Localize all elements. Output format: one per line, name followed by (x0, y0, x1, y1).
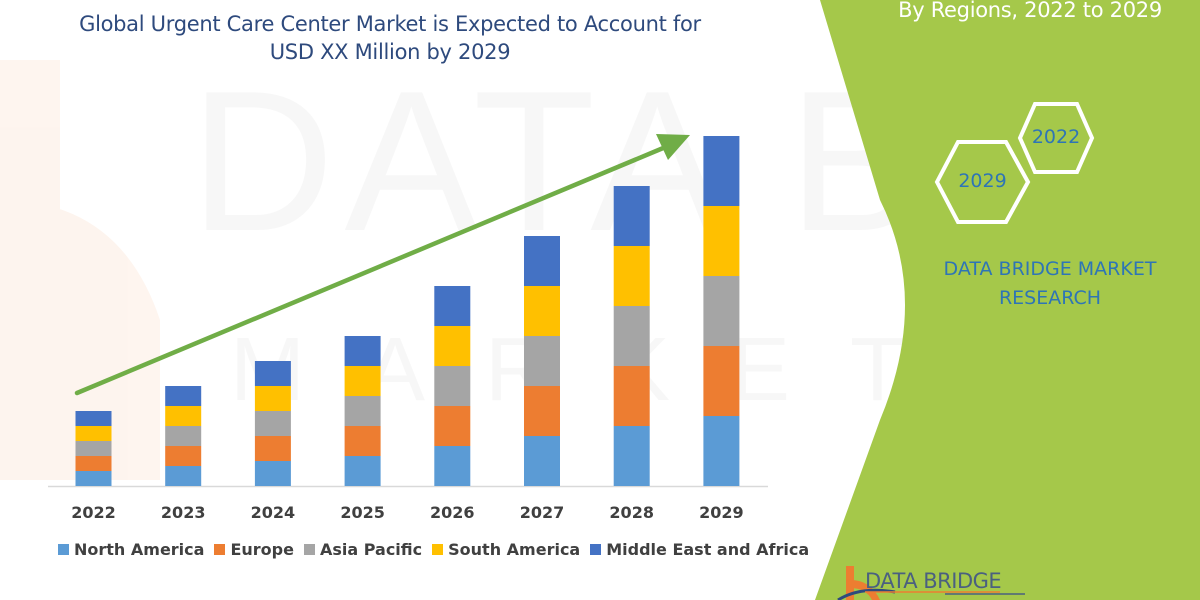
x-axis-label: 2024 (250, 503, 296, 522)
x-axis-label: 2029 (699, 503, 744, 522)
x-axis-label: 2027 (519, 503, 565, 522)
legend-label: Asia Pacific (319, 540, 423, 559)
legend-swatch-icon (590, 544, 602, 555)
bar-segment (434, 366, 471, 406)
bar-segment (703, 416, 740, 486)
trend-arrow-head-icon (656, 134, 690, 160)
bar-segment (165, 426, 202, 446)
bar-segment (344, 366, 381, 396)
bar-segment (75, 441, 112, 456)
legend-item: Asia Pacific (303, 540, 423, 559)
brand-line-1: DATA BRIDGE MARKET (943, 258, 1157, 280)
bar-segment (703, 276, 740, 346)
trend-arrow (74, 134, 690, 396)
bar-segment (524, 436, 560, 486)
bar-segment (75, 411, 112, 426)
logo-text: DATA BRIDGE (865, 569, 1002, 593)
bar-segment (434, 326, 471, 366)
bar-segment (524, 236, 560, 286)
bar-segment (254, 361, 291, 386)
brand-line-2: RESEARCH (998, 287, 1102, 309)
bar-segment (613, 306, 650, 366)
bar-segment (613, 366, 650, 426)
legend-item: South America (432, 540, 580, 559)
legend-item: North America (58, 540, 204, 559)
legend-label: North America (74, 540, 205, 559)
stacked-bar-chart (48, 134, 768, 488)
bars-group (75, 136, 740, 486)
legend-label: Middle East and Africa (606, 540, 810, 559)
hex-badge-2022-label: 2022 (1031, 126, 1081, 148)
x-axis-label: 2023 (160, 503, 206, 522)
chart-title: Global Urgent Care Center Market is Expe… (40, 10, 740, 66)
bar-segment (75, 456, 112, 471)
bar-segment (165, 386, 202, 406)
bar-segment (703, 346, 740, 416)
x-axis-label: 2025 (340, 503, 385, 522)
x-axis-label: 2022 (71, 503, 116, 522)
brand-name: DATA BRIDGE MARKET RESEARCH (920, 255, 1180, 313)
bar-segment (254, 436, 291, 461)
bar-segment (613, 246, 650, 306)
title-line-2: USD XX Million by 2029 (269, 40, 511, 64)
hexagon-2029 (934, 140, 1031, 224)
x-axis-label: 2026 (430, 503, 475, 522)
bar-segment (344, 456, 381, 486)
legend-label: South America (448, 540, 581, 559)
bar-segment (165, 466, 202, 486)
bar-segment (254, 411, 291, 436)
bar-segment (613, 186, 650, 246)
bar-segment (254, 386, 291, 411)
bar-segment (434, 406, 471, 446)
bar-segment (524, 336, 560, 386)
bar-segment (75, 471, 112, 486)
chart-legend: North America Europe Asia Pacific South Ame… (58, 540, 809, 559)
legend-item: Europe (214, 540, 294, 559)
bar-segment (613, 426, 650, 486)
chart-subtitle: By Regions, 2022 to 2029 (898, 0, 1162, 22)
x-axis-label: 2028 (609, 503, 654, 522)
legend-swatch-icon (214, 544, 226, 555)
data-bridge-logo-icon (837, 566, 1025, 600)
bar-segment (344, 336, 381, 366)
bar-segment (165, 446, 202, 466)
bar-segment (344, 426, 381, 456)
bar-segment (75, 426, 112, 441)
legend-label: Europe (230, 540, 294, 559)
bar-segment (434, 286, 471, 326)
bar-segment (524, 286, 560, 336)
bar-segment (165, 406, 202, 426)
bar-segment (254, 461, 291, 486)
legend-swatch-icon (303, 544, 315, 555)
bar-segment (434, 446, 471, 486)
legend-swatch-icon (432, 544, 444, 555)
hex-badge-2029-label: 2029 (958, 170, 1007, 192)
title-line-1: Global Urgent Care Center Market is Expe… (79, 12, 701, 36)
bar-segment (703, 136, 740, 206)
bar-segment (703, 206, 740, 276)
hexagon-2022 (1017, 102, 1095, 174)
bar-segment (344, 396, 381, 426)
legend-item: Middle East and Africa (590, 540, 809, 559)
legend-swatch-icon (58, 544, 69, 555)
bar-segment (524, 386, 560, 436)
